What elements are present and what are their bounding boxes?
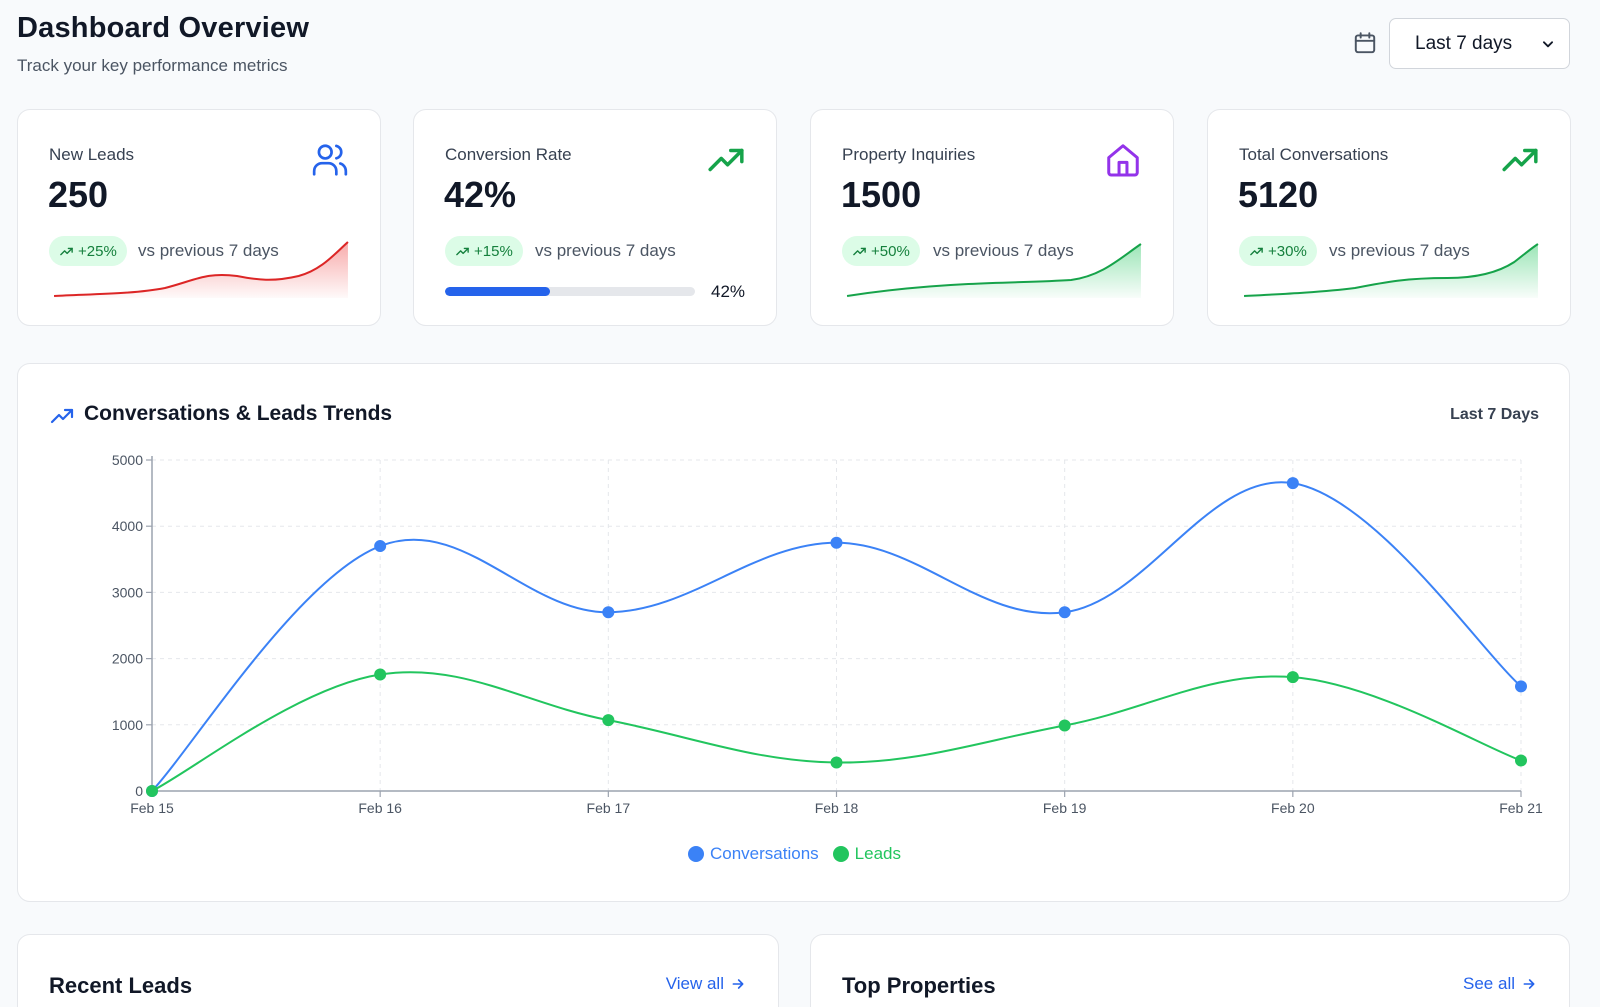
trending-up-icon — [50, 408, 74, 424]
kpi-card-property-inquiries: Property Inquiries 1500 +50% vs previous… — [810, 109, 1174, 326]
data-point-leads — [146, 785, 158, 797]
date-range-select[interactable]: Last 7 days — [1389, 18, 1570, 69]
data-point-leads — [1515, 754, 1527, 767]
trend-badge: +15% — [445, 236, 523, 266]
y-tick-label: 1000 — [112, 717, 143, 733]
data-point-leads — [602, 714, 615, 727]
trend-value: +30% — [1268, 242, 1307, 260]
kpi-compare: vs previous 7 days — [1329, 241, 1470, 260]
users-icon — [312, 144, 348, 176]
top-properties-title: Top Properties — [842, 973, 996, 998]
kpi-value: 5120 — [1238, 174, 1319, 215]
legend-label: Leads — [854, 844, 901, 863]
data-point-conversations — [1286, 477, 1299, 490]
trend-value: +50% — [871, 242, 910, 260]
sparkline — [846, 243, 1142, 298]
legend-dot — [688, 846, 704, 862]
data-point-conversations — [374, 540, 387, 553]
sparkline — [1244, 243, 1539, 298]
x-tick-label: Feb 19 — [1043, 800, 1087, 816]
trend-badge: +30% — [1239, 236, 1317, 266]
kpi-card-conversion-rate: Conversion Rate 42% +15% vs previous 7 d… — [413, 109, 777, 326]
progress-label: 42% — [711, 282, 746, 301]
home-icon — [1107, 144, 1139, 177]
chart-legend: Conversations Leads — [18, 844, 1571, 864]
trending-up-icon — [60, 247, 73, 255]
data-point-conversations — [1515, 680, 1527, 693]
x-tick-label: Feb 17 — [587, 800, 631, 816]
trend-badge: +50% — [842, 236, 920, 266]
data-point-leads — [1058, 719, 1071, 732]
see-all-link[interactable]: See all — [1463, 974, 1537, 994]
kpi-label: Property Inquiries — [842, 145, 976, 164]
progress-bar — [445, 287, 695, 296]
data-point-leads — [374, 668, 387, 681]
kpi-compare: vs previous 7 days — [933, 241, 1074, 260]
trends-range-label: Last 7 Days — [1450, 406, 1539, 423]
kpi-label: New Leads — [49, 145, 135, 164]
legend-dot — [832, 846, 849, 862]
kpi-label: Total Conversations — [1239, 145, 1389, 164]
kpi-compare: vs previous 7 days — [535, 241, 676, 260]
y-tick-label: 0 — [135, 783, 143, 799]
y-tick-label: 4000 — [112, 518, 143, 534]
view-all-link[interactable]: View all — [666, 974, 746, 994]
recent-leads-card: Recent Leads View all — [17, 934, 779, 1007]
data-point-conversations — [1058, 606, 1071, 619]
date-range-value: Last 7 days — [1415, 32, 1513, 54]
trend-value: +25% — [78, 242, 117, 260]
trends-card: Conversations & Leads Trends Last 7 Days… — [17, 363, 1570, 902]
data-point-leads — [830, 756, 843, 769]
page-subtitle: Track your key performance metrics — [17, 56, 288, 75]
kpi-card-new-leads: New Leads 250 +25% vs previous 7 days — [17, 109, 381, 326]
trending-up-icon — [1250, 247, 1263, 255]
view-all-label: View all — [665, 974, 724, 993]
kpi-card-total-conversations: Total Conversations 5120 +30% vs previou… — [1207, 109, 1571, 326]
x-tick-label: Feb 16 — [358, 800, 402, 816]
recent-leads-title: Recent Leads — [49, 973, 193, 998]
trend-badge: +25% — [49, 236, 127, 266]
trend-value: +15% — [474, 242, 513, 260]
data-point-conversations — [602, 606, 615, 619]
legend-item-conversations[interactable]: Conversations — [688, 844, 819, 864]
see-all-label: See all — [1463, 974, 1515, 993]
trending-up-icon — [456, 247, 469, 255]
kpi-label: Conversion Rate — [445, 145, 572, 164]
progress-fill — [445, 287, 550, 296]
legend-label: Conversations — [710, 844, 819, 863]
kpi-value: 1500 — [841, 174, 922, 215]
y-tick-label: 2000 — [112, 651, 143, 667]
legend-item-leads[interactable]: Leads — [832, 844, 901, 864]
page-title: Dashboard Overview — [17, 12, 310, 44]
sparkline — [54, 241, 349, 298]
kpi-value: 250 — [48, 174, 109, 215]
trends-line-chart: 0 1000 2000 3000 4000 5000 Feb 15 Feb 16 Feb 17 F… — [112, 452, 1543, 816]
kpi-value: 42% — [444, 174, 517, 215]
chevron-down-icon — [1542, 40, 1554, 47]
y-tick-label: 3000 — [112, 584, 143, 600]
y-tick-label: 5000 — [112, 452, 143, 468]
trending-up-icon — [1502, 148, 1538, 172]
trending-up-icon — [853, 247, 866, 255]
arrow-right-icon — [732, 979, 744, 989]
x-tick-label: Feb 20 — [1271, 800, 1315, 816]
top-properties-card: Top Properties See all — [810, 934, 1570, 1007]
arrow-right-icon — [1523, 979, 1535, 989]
x-tick-label: Feb 21 — [1499, 800, 1543, 816]
kpi-compare: vs previous 7 days — [138, 241, 279, 260]
x-tick-label: Feb 15 — [130, 800, 174, 816]
trending-up-icon — [708, 148, 744, 172]
trends-title: Conversations & Leads Trends — [84, 402, 393, 425]
data-point-leads — [1286, 671, 1299, 684]
data-point-conversations — [830, 536, 843, 549]
x-tick-label: Feb 18 — [815, 800, 859, 816]
calendar-icon[interactable] — [1352, 30, 1378, 56]
